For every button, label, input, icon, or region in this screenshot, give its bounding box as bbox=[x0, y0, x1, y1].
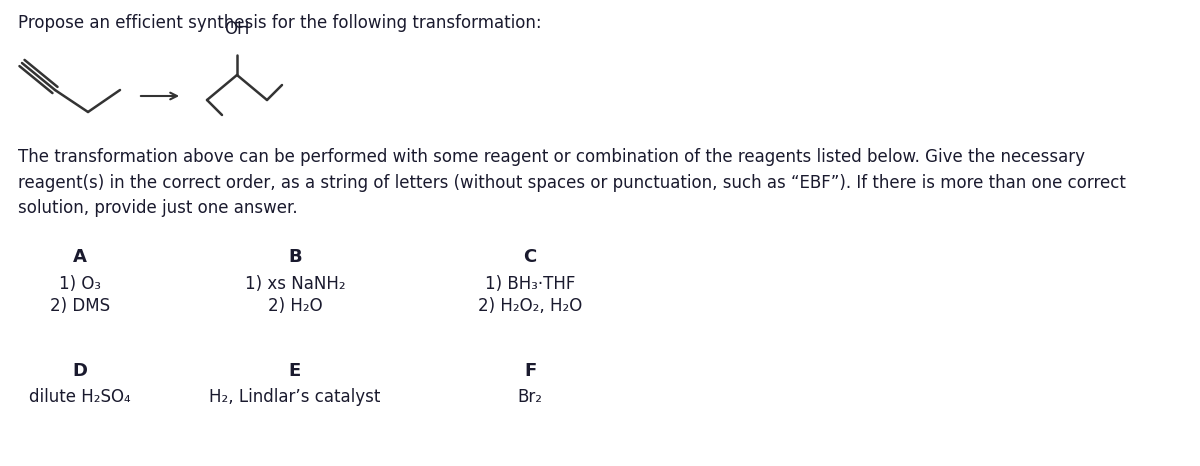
Text: 2) H₂O₂, H₂O: 2) H₂O₂, H₂O bbox=[478, 297, 582, 315]
Text: B: B bbox=[288, 248, 302, 266]
Text: 1) BH₃·THF: 1) BH₃·THF bbox=[485, 275, 575, 293]
Text: E: E bbox=[289, 362, 301, 380]
Text: F: F bbox=[524, 362, 536, 380]
Text: Br₂: Br₂ bbox=[517, 388, 542, 406]
Text: 1) O₃: 1) O₃ bbox=[59, 275, 101, 293]
Text: D: D bbox=[72, 362, 88, 380]
Text: H₂, Lindlar’s catalyst: H₂, Lindlar’s catalyst bbox=[209, 388, 380, 406]
Text: dilute H₂SO₄: dilute H₂SO₄ bbox=[29, 388, 131, 406]
Text: A: A bbox=[73, 248, 86, 266]
Text: 2) DMS: 2) DMS bbox=[50, 297, 110, 315]
Text: 1) xs NaNH₂: 1) xs NaNH₂ bbox=[245, 275, 346, 293]
Text: 2) H₂O: 2) H₂O bbox=[268, 297, 323, 315]
Text: Propose an efficient synthesis for the following transformation:: Propose an efficient synthesis for the f… bbox=[18, 14, 541, 32]
Text: C: C bbox=[523, 248, 536, 266]
Text: The transformation above can be performed with some reagent or combination of th: The transformation above can be performe… bbox=[18, 148, 1126, 218]
Text: OH: OH bbox=[224, 20, 250, 38]
